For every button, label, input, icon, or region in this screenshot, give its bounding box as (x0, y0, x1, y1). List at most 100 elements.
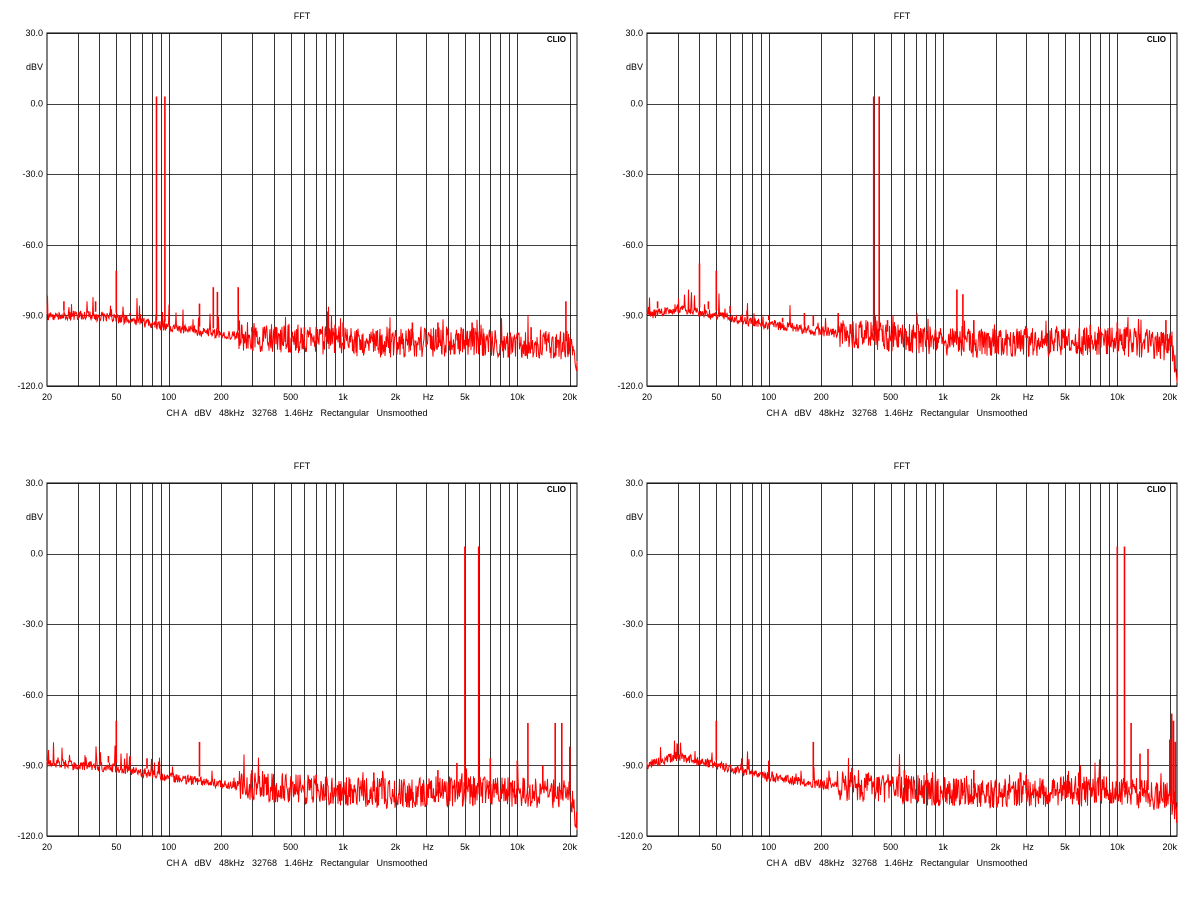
y-tick-label: 30.0 (625, 28, 643, 38)
x-tick-label: 50 (711, 392, 721, 402)
y-tick-label: -120.0 (617, 381, 643, 391)
x-tick-label: 2k (991, 842, 1001, 852)
x-tick-label: 500 (883, 392, 898, 402)
y-tick-label: -90.0 (622, 310, 643, 320)
y-tick-label: -120.0 (17, 831, 43, 841)
chart-title: FFT (294, 461, 311, 471)
x-tick-label: 100 (161, 842, 176, 852)
x-tick-label: 200 (814, 392, 829, 402)
y-tick-label: -60.0 (22, 240, 43, 250)
x-tick-label: 500 (283, 392, 298, 402)
brand-logo-text: CLIO (547, 485, 566, 494)
y-tick-label: 30.0 (625, 478, 643, 488)
plot-area (46, 32, 578, 387)
x-tick-label: 100 (161, 392, 176, 402)
measurement-settings: CH A dBV 48kHz 32768 1.46Hz Rectangular … (166, 858, 427, 868)
spectrum-trace (646, 740, 1178, 823)
x-tick-label: 1k (338, 842, 348, 852)
measurement-settings: CH A dBV 48kHz 32768 1.46Hz Rectangular … (766, 408, 1027, 418)
fft-plot-svg: 30.0 0.0 -30.0 -60.0 -90.0 -120.0 dBV 20 50 100 20… (17, 11, 578, 418)
x-tick-label: 5k (460, 842, 470, 852)
y-tick-label: -120.0 (17, 381, 43, 391)
x-tick-label: 1k (938, 842, 948, 852)
brand-logo-text: CLIO (547, 35, 566, 44)
x-tick-label: 20 (42, 842, 52, 852)
y-tick-label: -90.0 (22, 760, 43, 770)
y-axis-unit: dBV (26, 62, 43, 72)
x-tick-label: 2k (391, 842, 401, 852)
x-tick-label: 50 (111, 392, 121, 402)
chart-title: FFT (294, 11, 311, 21)
fft-plot-svg: 30.0 0.0 -30.0 -60.0 -90.0 -120.0 dBV 20 50 100 20… (17, 461, 578, 868)
x-tick-label: 2k (391, 392, 401, 402)
x-tick-label: 5k (460, 392, 470, 402)
y-tick-label: -30.0 (22, 619, 43, 629)
fft-chart-3: 30.0 0.0 -30.0 -60.0 -90.0 -120.0 dBV 20 50 100 20… (0, 450, 600, 900)
y-tick-label: -30.0 (22, 169, 43, 179)
y-axis-unit: dBV (626, 62, 643, 72)
x-tick-label: 5k (1060, 842, 1070, 852)
y-axis-unit: dBV (626, 512, 643, 522)
y-tick-label: -90.0 (622, 760, 643, 770)
fft-chart-1: 30.0 0.0 -30.0 -60.0 -90.0 -120.0 dBV 20 50 100 20… (0, 0, 600, 450)
y-tick-label: 0.0 (630, 549, 643, 559)
x-tick-label: 5k (1060, 392, 1070, 402)
y-tick-label: -120.0 (617, 831, 643, 841)
y-axis-unit: dBV (26, 512, 43, 522)
x-tick-label: 10k (1110, 842, 1125, 852)
x-tick-label: 2k (991, 392, 1001, 402)
x-tick-label: 500 (883, 842, 898, 852)
x-axis-unit: Hz (423, 842, 434, 852)
y-tick-label: -60.0 (622, 240, 643, 250)
x-tick-label: 200 (214, 392, 229, 402)
spectrum-trace (46, 295, 578, 371)
x-tick-label: 10k (510, 842, 525, 852)
x-tick-label: 20 (642, 392, 652, 402)
y-tick-label: -30.0 (622, 619, 643, 629)
x-tick-label: 1k (938, 392, 948, 402)
y-tick-label: -60.0 (22, 690, 43, 700)
x-tick-label: 20k (1163, 842, 1178, 852)
x-axis-unit: Hz (1023, 392, 1034, 402)
y-tick-label: -90.0 (22, 310, 43, 320)
x-tick-label: 200 (214, 842, 229, 852)
measurement-settings: CH A dBV 48kHz 32768 1.46Hz Rectangular … (766, 858, 1027, 868)
spectrum-trace (46, 742, 578, 830)
y-tick-label: -60.0 (622, 690, 643, 700)
x-tick-label: 100 (761, 392, 776, 402)
measurement-settings: CH A dBV 48kHz 32768 1.46Hz Rectangular … (166, 408, 427, 418)
x-tick-label: 50 (111, 842, 121, 852)
y-tick-label: 30.0 (25, 478, 43, 488)
brand-logo-text: CLIO (1147, 35, 1166, 44)
chart-title: FFT (894, 461, 911, 471)
fft-chart-4: 30.0 0.0 -30.0 -60.0 -90.0 -120.0 dBV 20 50 100 20… (600, 450, 1200, 900)
x-tick-label: 200 (814, 842, 829, 852)
x-tick-label: 10k (1110, 392, 1125, 402)
y-tick-label: -30.0 (622, 169, 643, 179)
fft-chart-2: 30.0 0.0 -30.0 -60.0 -90.0 -120.0 dBV 20 50 100 20… (600, 0, 1200, 450)
x-tick-label: 20k (563, 392, 578, 402)
x-tick-label: 20 (42, 392, 52, 402)
y-tick-label: 0.0 (630, 99, 643, 109)
x-tick-label: 20k (1163, 392, 1178, 402)
x-axis-unit: Hz (423, 392, 434, 402)
spectrum-trace (646, 289, 1178, 383)
x-tick-label: 100 (761, 842, 776, 852)
x-tick-label: 10k (510, 392, 525, 402)
x-tick-label: 20k (563, 842, 578, 852)
plot-area (646, 32, 1178, 387)
y-tick-label: 30.0 (25, 28, 43, 38)
x-tick-label: 50 (711, 842, 721, 852)
chart-title: FFT (894, 11, 911, 21)
brand-logo-text: CLIO (1147, 485, 1166, 494)
x-tick-label: 1k (338, 392, 348, 402)
x-tick-label: 500 (283, 842, 298, 852)
plot-area (46, 482, 578, 837)
x-tick-label: 20 (642, 842, 652, 852)
x-axis-unit: Hz (1023, 842, 1034, 852)
y-tick-label: 0.0 (30, 99, 43, 109)
fft-plot-svg: 30.0 0.0 -30.0 -60.0 -90.0 -120.0 dBV 20 50 100 20… (617, 461, 1178, 868)
fft-plot-svg: 30.0 0.0 -30.0 -60.0 -90.0 -120.0 dBV 20 50 100 20… (617, 11, 1178, 418)
y-tick-label: 0.0 (30, 549, 43, 559)
